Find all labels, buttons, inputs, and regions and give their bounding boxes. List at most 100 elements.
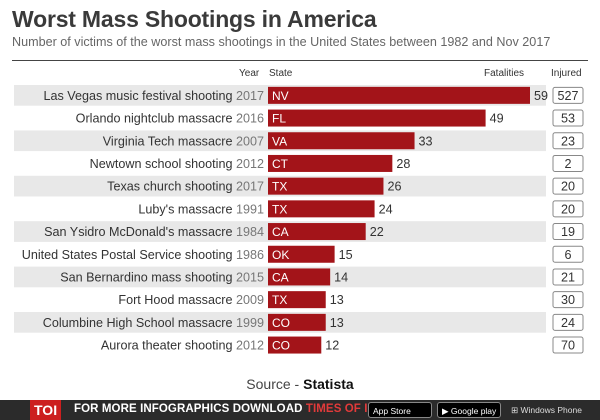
event-label: Las Vegas music festival shooting 2017: [43, 89, 264, 103]
injured-value: 527: [557, 89, 578, 103]
event-name: Virginia Tech massacre: [103, 134, 236, 148]
injured-value: 2: [564, 157, 571, 171]
state-label: NV: [272, 89, 289, 103]
fatalities-bar: [268, 223, 366, 241]
state-label: CO: [272, 339, 290, 353]
fatalities-bar: [268, 109, 486, 127]
state-label: CA: [272, 270, 289, 284]
fatalities-bar: [268, 154, 393, 172]
event-year: 2007: [236, 134, 264, 148]
source-prefix: Source -: [246, 376, 304, 392]
play-icon: ▶: [442, 406, 449, 416]
header-fatalities: Fatalities: [484, 68, 525, 79]
event-year: 1999: [236, 316, 264, 330]
windows-label: Windows Phone: [520, 405, 582, 415]
injured-value: 20: [561, 202, 575, 216]
injured-value: 19: [561, 225, 575, 239]
chart-title: Worst Mass Shootings in America: [12, 6, 377, 32]
fatalities-bar: [268, 86, 530, 104]
injured-value: 53: [561, 112, 575, 126]
fatalities-value: 13: [330, 293, 344, 307]
event-name: Columbine High School massacre: [43, 316, 236, 330]
event-year: 2017: [236, 89, 264, 103]
event-name: Orlando nightclub massacre: [76, 112, 236, 126]
state-label: CO: [272, 316, 290, 330]
google-play-label: Google play: [450, 406, 497, 416]
state-label: TX: [272, 180, 287, 194]
state-label: VA: [272, 134, 287, 148]
fatalities-value: 26: [387, 180, 401, 194]
toi-logo: TOI: [30, 400, 62, 420]
injured-value: 6: [564, 248, 571, 262]
event-year: 1991: [236, 202, 264, 216]
injured-value: 30: [561, 293, 575, 307]
windows-phone-badge[interactable]: ⊞ Windows Phone: [507, 402, 582, 418]
injured-value: 23: [561, 134, 575, 148]
event-label: Columbine High School massacre 1999: [43, 316, 264, 330]
title-divider: [12, 60, 588, 61]
fatalities-bar: [268, 268, 331, 286]
event-label: San Bernardino mass shooting 2015: [60, 270, 264, 284]
fatalities-bar: [268, 245, 335, 263]
event-name: Aurora theater shooting: [101, 339, 236, 353]
event-year: 2012: [236, 339, 264, 353]
injured-box: [552, 109, 584, 127]
injured-value: 20: [561, 180, 575, 194]
event-year: 2012: [236, 157, 264, 171]
header-year: Year: [239, 68, 260, 79]
event-label: Fort Hood massacre 2009: [118, 293, 264, 307]
state-label: TX: [272, 293, 287, 307]
injured-box: [552, 86, 584, 104]
fatalities-bar: [268, 336, 322, 354]
injured-box: [552, 245, 584, 263]
injured-box: [552, 291, 584, 309]
injured-value: 21: [561, 270, 575, 284]
injured-box: [552, 154, 584, 172]
state-label: FL: [272, 112, 286, 126]
fatalities-value: 14: [334, 270, 348, 284]
fatalities-value: 13: [330, 316, 344, 330]
state-label: CT: [272, 157, 289, 171]
fatalities-value: 22: [370, 225, 384, 239]
app-store-badge[interactable]: App Store: [368, 402, 432, 418]
fatalities-value: 24: [379, 202, 393, 216]
fatalities-bar: [268, 200, 375, 218]
header-injured: Injured: [551, 68, 582, 79]
event-name: Luby's massacre: [138, 202, 236, 216]
injured-box: [552, 313, 584, 331]
fatalities-value: 33: [419, 134, 433, 148]
event-name: United States Postal Service shooting: [22, 248, 236, 262]
footer-banner[interactable]: TOI FOR MORE INFOGRAPHICS DOWNLOAD TIMES…: [0, 400, 600, 420]
event-label: Orlando nightclub massacre 2016: [76, 112, 264, 126]
event-label: Luby's massacre 1991: [138, 202, 264, 216]
fatalities-bar: [268, 313, 326, 331]
injured-box: [552, 132, 584, 150]
bar-chart: Las Vegas music festival shooting 2017 NV…: [14, 85, 584, 354]
event-year: 2016: [236, 112, 264, 126]
event-label: Virginia Tech massacre 2007: [103, 134, 264, 148]
source-name: Statista: [303, 376, 354, 392]
injured-box: [552, 177, 584, 195]
event-name: San Bernardino mass shooting: [60, 270, 236, 284]
event-label: Aurora theater shooting 2012: [101, 339, 264, 353]
state-label: TX: [272, 202, 287, 216]
injured-box: [552, 200, 584, 218]
event-name: Newtown school shooting: [90, 157, 236, 171]
event-year: 2015: [236, 270, 264, 284]
event-label: Newtown school shooting 2012: [90, 157, 264, 171]
header-state: State: [269, 68, 293, 79]
fatalities-bar: [268, 177, 384, 195]
injured-value: 24: [561, 316, 575, 330]
google-play-badge[interactable]: ▶ Google play: [437, 402, 501, 418]
event-name: Las Vegas music festival shooting: [43, 89, 236, 103]
event-name: Fort Hood massacre: [118, 293, 236, 307]
injured-box: [552, 268, 584, 286]
fatalities-value: 59: [534, 89, 548, 103]
injured-box: [552, 336, 584, 354]
fatalities-value: 12: [325, 339, 339, 353]
injured-box: [552, 223, 584, 241]
event-year: 1984: [236, 225, 264, 239]
state-label: OK: [272, 248, 289, 262]
event-label: United States Postal Service shooting 19…: [22, 248, 264, 262]
fatalities-value: 49: [490, 112, 504, 126]
